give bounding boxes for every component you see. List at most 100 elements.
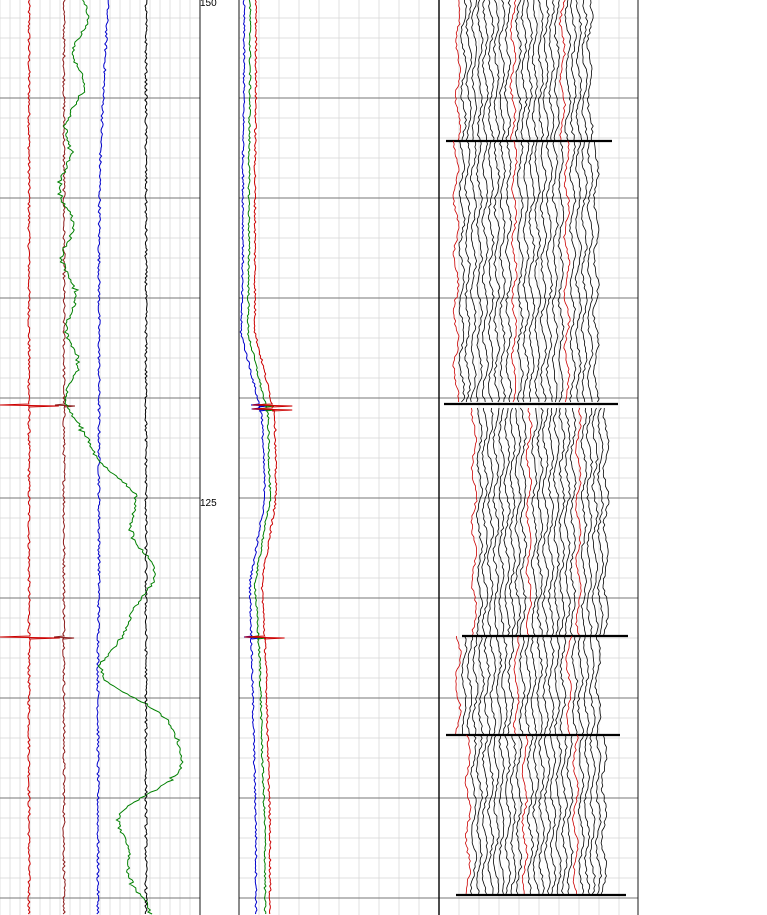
left-darkred-curve [54, 0, 76, 915]
waveform-trace [487, 734, 495, 895]
waveform-trace [600, 734, 608, 895]
waveform-trace-red [510, 140, 518, 403]
waveform-trace [499, 140, 507, 403]
waveform-trace [530, 407, 538, 637]
waveform-trace [549, 734, 557, 895]
waveform-trace [509, 407, 516, 637]
waveform-trace [569, 0, 577, 142]
waveform-trace [602, 407, 610, 637]
waveform-trace [524, 635, 532, 736]
waveform-trace [481, 0, 489, 141]
waveform-trace-red [565, 635, 573, 736]
waveform-trace [475, 140, 483, 403]
waveform-trace [492, 734, 500, 895]
waveform-trace [539, 140, 548, 403]
waveform-trace [586, 0, 594, 141]
waveform-trace [554, 635, 561, 736]
waveform-trace [486, 407, 495, 637]
waveform-trace [470, 734, 478, 895]
middle-track-curves [239, 0, 293, 915]
waveform-trace [481, 140, 489, 403]
left-green-curve [56, 0, 184, 915]
waveform-trace [536, 635, 543, 736]
waveform-trace [545, 140, 553, 403]
waveform-trace [537, 0, 545, 142]
waveform-trace [504, 140, 513, 403]
waveform-trace [520, 0, 528, 142]
waveform-trace [492, 407, 500, 637]
waveform-trace [503, 407, 511, 637]
waveform-trace-red [575, 407, 582, 637]
waveform-trace [469, 140, 478, 403]
waveform-trace [528, 140, 536, 403]
waveform-trace-red [464, 734, 472, 895]
left-track-curves [0, 0, 184, 915]
waveform-trace [514, 407, 522, 637]
waveform-trace [543, 734, 551, 895]
waveform-trace [589, 635, 596, 736]
waveform-track [444, 0, 628, 897]
waveform-trace [504, 734, 512, 895]
waveform-trace [589, 734, 596, 895]
waveform-trace [574, 140, 583, 403]
waveform-trace [487, 140, 495, 403]
waveform-trace-red [558, 0, 567, 142]
waveform-trace [501, 635, 508, 736]
waveform-trace [530, 635, 538, 736]
waveform-trace [559, 635, 567, 736]
waveform-trace [564, 0, 572, 142]
waveform-trace [581, 0, 589, 142]
waveform-trace [592, 140, 600, 403]
waveform-trace [569, 407, 577, 637]
waveform-trace [555, 734, 562, 895]
waveform-trace [526, 734, 534, 895]
waveform-trace [458, 140, 466, 403]
waveform-trace [580, 140, 588, 403]
left-blue-curve [96, 0, 110, 915]
waveform-trace [594, 635, 602, 736]
waveform-trace [577, 734, 585, 895]
waveform-trace-red [452, 140, 460, 403]
waveform-trace [509, 734, 517, 895]
waveform-trace [503, 0, 512, 142]
waveform-trace [536, 407, 544, 637]
waveform-trace [483, 635, 491, 736]
waveform-trace [514, 0, 523, 142]
waveform-trace [506, 635, 515, 736]
waveform-trace [563, 407, 571, 637]
track-borders [199, 0, 639, 915]
waveform-trace [476, 0, 484, 142]
waveform-trace [465, 0, 473, 142]
waveform-trace [547, 407, 555, 637]
waveform-trace-red [571, 734, 580, 895]
middle-blue-curve [239, 0, 268, 915]
waveform-trace [532, 734, 540, 895]
waveform-trace [571, 635, 579, 736]
waveform-trace [481, 734, 489, 895]
waveform-trace [566, 734, 574, 895]
waveform-trace [547, 635, 555, 736]
waveform-trace-red [512, 635, 520, 736]
waveform-trace [516, 140, 524, 403]
waveform-trace [464, 140, 472, 403]
waveform-trace [548, 0, 555, 142]
middle-green-curve [246, 0, 275, 915]
waveform-trace [496, 635, 503, 736]
waveform-trace-red [470, 407, 478, 637]
waveform-trace [541, 407, 549, 637]
waveform-trace [487, 0, 495, 142]
waveform-trace [596, 407, 605, 637]
depth-label-125: 125 [200, 498, 217, 509]
waveform-trace [534, 140, 542, 403]
waveform-trace [525, 0, 533, 142]
waveform-trace [519, 407, 528, 637]
depth-label-150: 150 [200, 0, 217, 9]
left-red-curve [0, 0, 60, 915]
waveform-trace-red [455, 635, 462, 736]
waveform-trace [515, 734, 523, 895]
waveform-trace [542, 0, 550, 142]
waveform-trace-red [509, 0, 517, 142]
waveform-trace [475, 407, 484, 637]
waveform-trace [551, 140, 559, 403]
